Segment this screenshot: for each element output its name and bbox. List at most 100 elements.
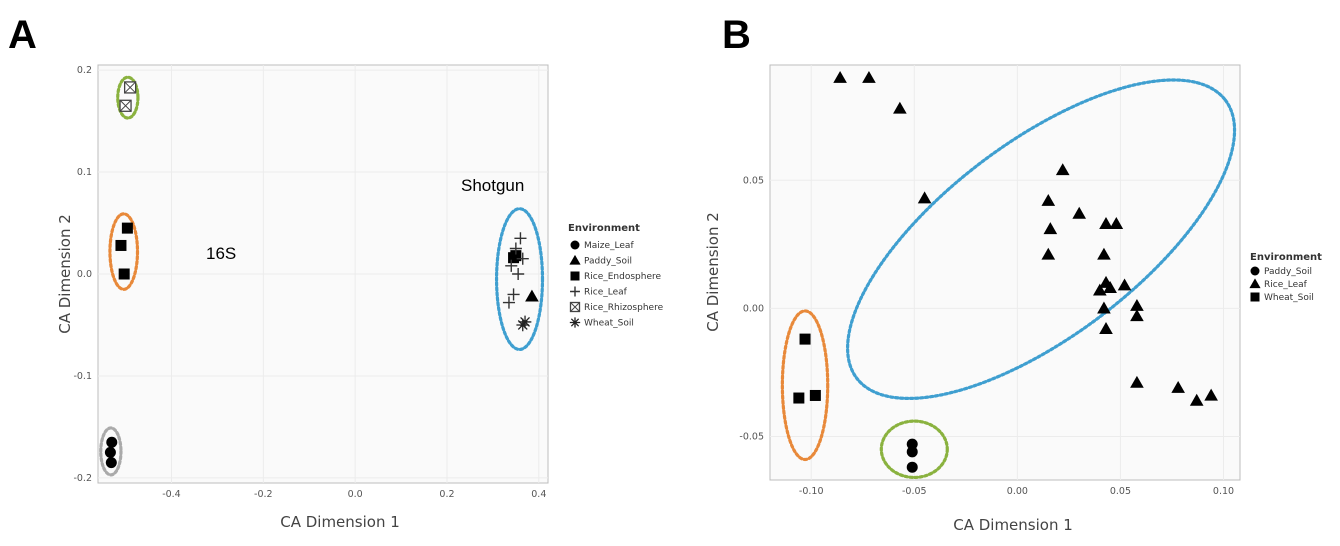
data-point [1189,393,1204,406]
data-point [906,446,918,458]
data-point [1204,388,1218,401]
series-rice-endosphere [115,222,522,280]
series-paddy-soil [525,289,539,302]
grid-b [770,65,1240,480]
legend-entry-label: Rice_Leaf [584,288,628,298]
data-point [514,232,527,245]
data-point [1055,163,1070,176]
series-wheat-soil [793,333,821,404]
legend-marker [1250,266,1260,276]
data-point [1109,217,1124,229]
series-rice-leaf [502,232,529,309]
y-tick-label: -0.1 [73,371,92,382]
data-point [1103,281,1117,293]
x-tick-label: -0.05 [902,486,927,497]
data-point [1097,301,1111,314]
legend-entry-label: Paddy_Soil [1264,267,1312,277]
panel-letter-b: B [722,13,751,57]
data-point [1041,193,1056,206]
legend-title-a: Environment [568,223,640,234]
data-point [509,242,522,255]
legend-entry-label: Rice_Endosphere [584,272,661,282]
data-point [104,446,116,458]
series-wheat-soil [516,315,532,332]
data-point [105,457,117,469]
data-point [505,259,518,272]
x-tick-label: 0.0 [348,489,363,500]
legend-marker [1250,292,1260,302]
points-b [793,70,1218,473]
x-tick-label: 0.4 [531,489,546,500]
x-tick-label: 0.00 [1007,486,1028,497]
cluster-ellipse [780,309,830,462]
legend-entry-label: Paddy_Soil [584,257,632,267]
y-axis-title-b: CA Dimension 2 [704,212,722,332]
data-point [1130,309,1144,322]
legend-marker [570,271,580,281]
legend-title-b: Environment [1250,252,1322,263]
data-point [118,268,130,280]
data-point [917,191,932,204]
y-tick-label: -0.05 [739,431,764,442]
legend-a: Environment Maize_Leaf Paddy_Soil Rice_End… [568,223,664,329]
panel-letter-a: A [8,13,37,57]
legend-entry-label: Rice_Leaf [1264,280,1308,290]
series-rice-leaf [833,70,1218,406]
data-point [893,101,907,114]
data-point [1117,278,1132,291]
y-tick-label: 0.05 [743,175,764,186]
ellipses-a [99,75,545,477]
x-axis-title-a: CA Dimension 1 [280,513,400,531]
legend-marker [569,254,581,265]
annotation-shotgun: Shotgun [461,176,524,195]
y-axis-title-a: CA Dimension 2 [56,214,74,334]
data-point [507,288,520,301]
legend-marker [569,301,581,313]
y-tick-label: 0.1 [77,167,92,178]
data-point [516,252,529,265]
plot-area-b [769,64,1241,481]
data-point [1043,222,1058,235]
data-point [1097,247,1111,260]
series-maize-leaf [104,436,118,469]
data-point [906,438,918,450]
y-tick-label: 0.2 [77,65,92,76]
data-point [115,239,127,251]
data-point [119,99,132,112]
data-point [518,315,532,329]
legend-marker [570,286,580,297]
data-point [799,333,811,345]
cluster-ellipse [494,207,545,352]
cluster-ellipse [116,75,140,120]
cluster-ellipse [846,78,1237,401]
data-point [123,81,137,94]
legend-entry-label: Wheat_Soil [584,319,634,329]
data-point [906,461,918,473]
grid-a [98,65,548,483]
series-paddy-soil [906,438,918,473]
ellipses-b [780,78,1237,480]
legend-marker [1249,278,1261,289]
y-tick-label: 0.00 [743,303,764,314]
data-point [833,70,847,83]
data-point [508,252,520,264]
cluster-ellipse [879,419,949,480]
data-point [793,392,805,404]
data-point [1099,322,1113,334]
data-point [502,296,516,309]
legend-entry-label: Wheat_Soil [1264,293,1314,303]
legend-marker [570,240,580,250]
x-axis-title-b: CA Dimension 1 [953,516,1073,534]
x-tick-label: -0.4 [162,489,181,500]
x-tick-label: -0.2 [254,489,273,500]
x-tick-label: 0.2 [439,489,454,500]
data-point [1099,217,1113,229]
ticks-b: -0.10 -0.05 0.00 0.05 0.10 -0.05 0.00 0.05 [739,175,1234,497]
data-point [1072,206,1087,219]
data-point [121,222,133,234]
points-a [104,81,539,469]
scatter-plot-b: -0.10 -0.05 0.00 0.05 0.10 -0.05 0.00 0.05 CA D… [704,64,1322,534]
legend-entry-label: Maize_Leaf [584,241,634,251]
data-point [1171,380,1185,393]
